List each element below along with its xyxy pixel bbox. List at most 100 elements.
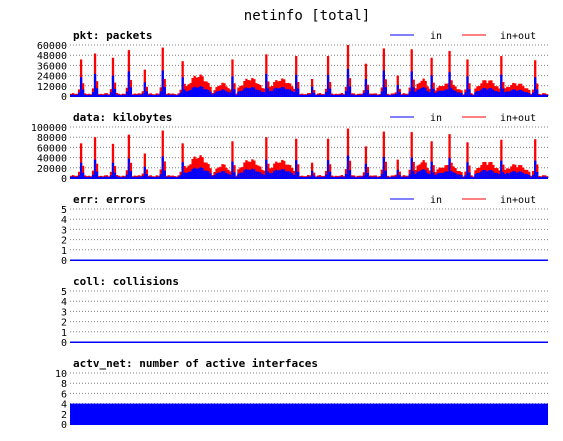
bar-in-data	[546, 176, 549, 178]
bar-in-data	[187, 172, 190, 178]
bar-in-pkt	[279, 88, 282, 96]
bar-in-pkt	[71, 94, 75, 96]
bar-in-data	[119, 177, 123, 178]
y-tick-label-data: 60000	[37, 143, 67, 154]
bar-in-data	[488, 170, 491, 178]
bar-in-pkt	[468, 89, 471, 96]
bar-in-data	[502, 171, 505, 178]
bar-in-pkt	[151, 95, 154, 96]
bar-in-data	[93, 159, 97, 178]
bar-in-pkt	[352, 94, 356, 96]
bar-total-pkt	[195, 77, 198, 96]
bar-in-data	[257, 171, 260, 178]
bar-in-data	[223, 171, 226, 178]
bar-in-data	[233, 172, 236, 178]
bar-in-pkt	[133, 94, 137, 96]
bar-total-pkt	[205, 81, 208, 96]
bar-in-data	[101, 177, 105, 178]
bar-in-data	[271, 172, 274, 178]
bar-in-pkt	[386, 94, 389, 96]
bar-in-data	[382, 157, 385, 178]
bar-in-data	[143, 166, 146, 178]
bar-in-pkt	[267, 88, 270, 96]
bar-total-data	[536, 164, 539, 178]
bar-in-pkt	[243, 88, 246, 96]
bar-in-data	[177, 176, 180, 178]
bar-in-pkt	[478, 90, 481, 96]
bar-in-data	[448, 158, 451, 178]
bar-in-data	[364, 163, 368, 178]
bar-in-pkt	[281, 86, 284, 96]
bar-in-data	[330, 176, 334, 178]
bar-in-data	[211, 176, 214, 178]
bar-in-data	[412, 170, 415, 178]
bar-total-data	[384, 161, 387, 178]
bar-in-data	[221, 171, 224, 178]
bar-in-pkt	[251, 86, 254, 96]
bar-in-data	[303, 177, 306, 178]
bar-in-pkt	[370, 94, 374, 96]
bar-total-data	[502, 164, 505, 178]
bar-in-pkt	[70, 94, 73, 96]
bar-total-data	[326, 138, 330, 178]
bar-in-pkt	[305, 94, 308, 96]
bar-in-data	[536, 171, 539, 178]
bar-in-pkt	[414, 91, 417, 96]
bar-in-pkt	[390, 94, 393, 96]
bar-in-pkt	[291, 90, 294, 96]
bar-in-data	[312, 175, 316, 178]
bar-in-data	[219, 172, 222, 178]
bar-total-data	[426, 168, 429, 178]
bar-in-data	[504, 173, 507, 178]
bar-in-data	[496, 173, 499, 178]
bar-total-data	[466, 142, 469, 178]
bar-total-data	[109, 171, 113, 178]
bar-in-pkt	[328, 88, 332, 96]
y-tick-label-coll: 3	[61, 307, 67, 318]
bar-in-data	[103, 176, 107, 178]
bar-total-pkt	[191, 78, 194, 96]
bar-in-data	[318, 176, 322, 178]
bar-in-data	[291, 173, 294, 178]
bar-in-pkt	[436, 91, 439, 96]
bar-in-pkt	[241, 90, 244, 96]
y-tick-label-actv: 4	[61, 400, 67, 411]
bar-in-data	[159, 174, 162, 178]
bar-in-pkt	[193, 86, 196, 96]
bar-in-data	[532, 174, 535, 178]
bar-in-pkt	[326, 74, 330, 96]
bar-in-pkt	[418, 89, 421, 96]
bar-in-pkt	[392, 94, 395, 96]
bar-in-pkt	[380, 91, 383, 96]
bar-total-data	[203, 162, 206, 178]
bar-in-pkt	[165, 94, 168, 96]
bar-in-data	[213, 174, 216, 178]
bar-in-data	[259, 172, 262, 178]
bar-in-data	[524, 173, 527, 178]
bar-total-data	[514, 164, 517, 178]
bar-total-data	[163, 161, 166, 178]
bar-in-data	[237, 173, 240, 178]
y-tick-label-data: 20000	[37, 164, 67, 175]
bar-in-pkt	[309, 94, 312, 96]
y-tick-label-data: 100000	[31, 123, 67, 134]
bar-in-pkt	[480, 89, 483, 96]
bar-total-pkt	[259, 84, 262, 96]
bar-in-pkt	[203, 89, 206, 96]
y-tick-label-err: 5	[61, 205, 67, 216]
bar-in-data	[149, 176, 152, 178]
bar-in-pkt	[257, 90, 260, 96]
bar-in-data	[269, 173, 272, 178]
bar-in-data	[370, 176, 374, 178]
bar-in-pkt	[271, 90, 274, 96]
bar-total-data	[450, 162, 453, 178]
bar-in-data	[193, 167, 196, 178]
bar-in-data	[283, 169, 286, 178]
legend-label-total-err: in+out	[500, 195, 536, 206]
bar-in-data	[460, 175, 463, 178]
bar-in-data	[261, 173, 264, 178]
bar-total-data	[346, 128, 350, 178]
bar-in-pkt	[189, 90, 192, 96]
y-tick-label-coll: 2	[61, 318, 67, 329]
bar-in-pkt	[458, 92, 461, 96]
